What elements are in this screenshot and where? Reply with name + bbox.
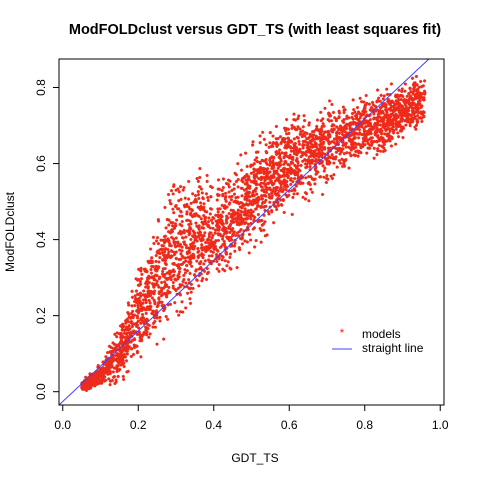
legend-line-label: straight line: [362, 341, 424, 355]
models-point-cloud: [80, 74, 427, 393]
x-tick-label: 0.6: [281, 418, 298, 432]
x-axis: 0.0 0.2 0.4 0.6 0.8 1.0: [54, 405, 449, 432]
legend-models-marker: *: [340, 326, 345, 340]
models-points: [80, 74, 427, 393]
y-tick-label: 0.8: [34, 79, 48, 96]
plot-frame: [58, 58, 445, 406]
x-tick-label: 0.0: [54, 418, 71, 432]
y-tick-label: 0.2: [34, 307, 48, 324]
x-axis-label: GDT_TS: [231, 451, 278, 465]
x-tick-label: 0.2: [130, 418, 147, 432]
y-axis-label: ModFOLDclust: [3, 191, 17, 272]
x-tick-label: 0.8: [356, 418, 373, 432]
y-tick-label: 0.4: [34, 231, 48, 248]
y-tick-label: 0.0: [34, 383, 48, 400]
legend-models-label: models: [362, 327, 401, 341]
x-tick-label: 1.0: [432, 418, 449, 432]
least-squares-line: [58, 58, 430, 406]
x-tick-label: 0.4: [205, 418, 222, 432]
y-axis: 0.0 0.2 0.4 0.6 0.8: [34, 79, 59, 400]
y-tick-label: 0.6: [34, 155, 48, 172]
chart-title: ModFOLDclust versus GDT_TS (with least s…: [69, 22, 441, 38]
legend: * models straight line: [332, 326, 424, 355]
